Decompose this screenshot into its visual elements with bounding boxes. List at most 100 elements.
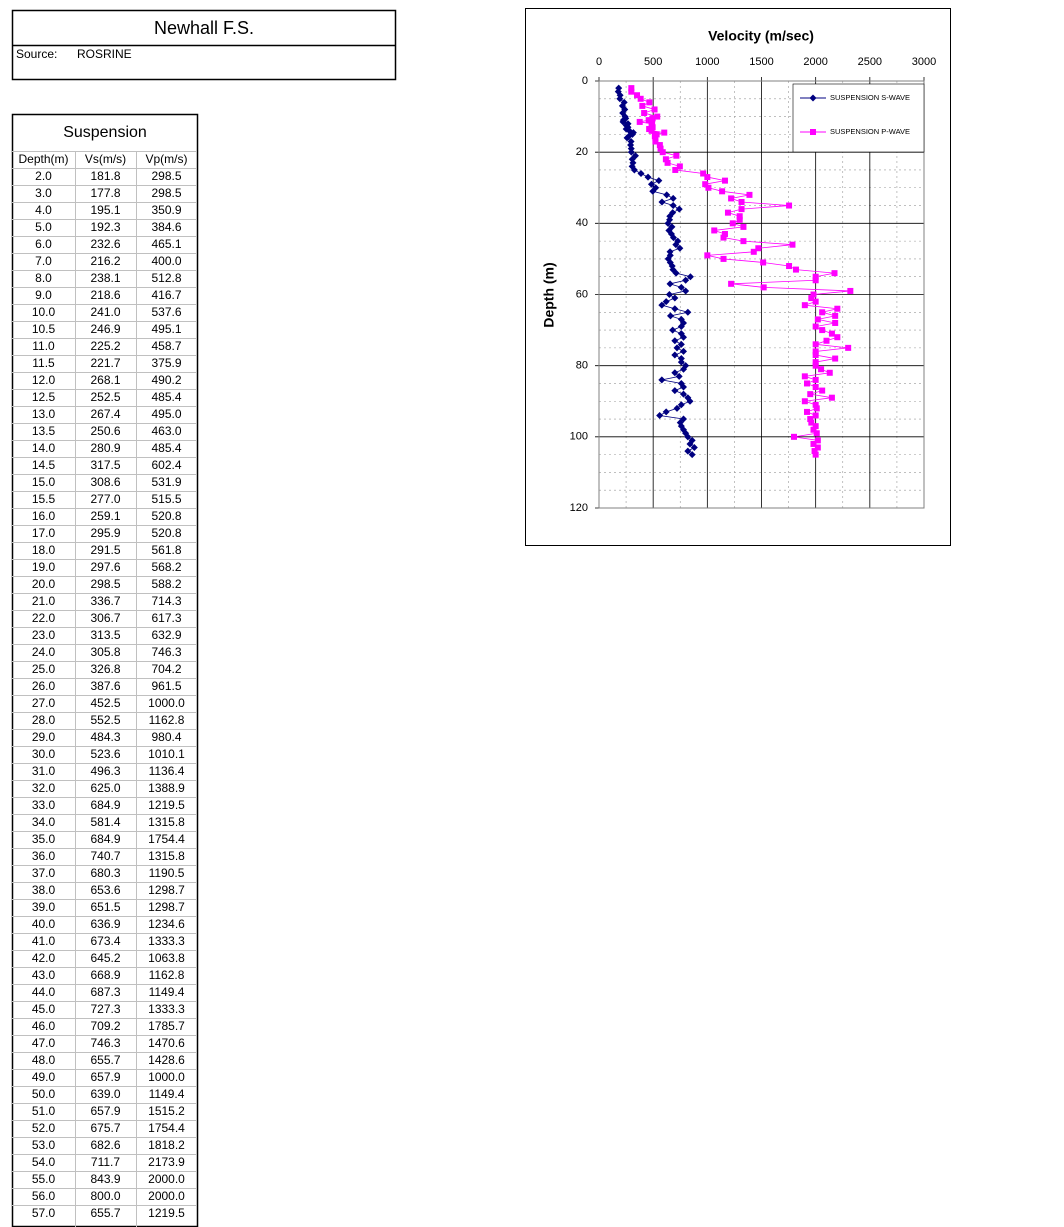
point (814, 437, 821, 444)
table-cell: 218.6 (90, 288, 120, 302)
table-cell: 1388.9 (148, 781, 185, 795)
table-cell: 2.0 (35, 169, 52, 183)
point (628, 85, 635, 92)
legend-marker (809, 94, 817, 102)
point (669, 194, 677, 202)
table-cell: 523.6 (90, 747, 120, 761)
point (671, 351, 679, 359)
point (736, 216, 743, 223)
table-cell: 673.4 (90, 934, 120, 948)
point (671, 294, 679, 302)
x-tick-label: 2000 (803, 56, 827, 68)
point (652, 138, 659, 145)
point (812, 401, 819, 408)
table-cell: 41.0 (32, 934, 56, 948)
table-cell: 298.5 (151, 169, 181, 183)
table-cell: 31.0 (32, 764, 56, 778)
point (705, 184, 712, 191)
table-cell: 13.0 (32, 407, 56, 421)
table-cell: 657.9 (90, 1104, 120, 1118)
table-cell: 465.1 (151, 237, 181, 251)
y-tick-label: 80 (576, 360, 588, 372)
table-cell: 259.1 (90, 509, 120, 523)
point (804, 408, 810, 415)
point (636, 118, 643, 125)
table-cell: 645.2 (90, 951, 120, 965)
table-cell: 12.0 (32, 373, 56, 387)
table-cell: 980.4 (151, 730, 181, 744)
table-cell: 40.0 (32, 917, 56, 931)
point (676, 163, 683, 170)
table-cell: 11.0 (32, 339, 55, 353)
point (639, 102, 646, 109)
table-cell: 709.2 (90, 1019, 120, 1033)
source-label: Source: (16, 47, 57, 61)
point (792, 266, 799, 273)
table-cell: 44.0 (32, 985, 56, 999)
table-cell: 653.6 (90, 883, 120, 897)
point (671, 369, 679, 377)
table-cell: 50.0 (32, 1087, 56, 1101)
point (654, 113, 661, 120)
table-cell: 5.0 (35, 220, 52, 234)
point (659, 149, 666, 156)
table-cell: 1000.0 (148, 1070, 185, 1084)
table-cell: 19.0 (32, 560, 56, 574)
point (677, 401, 685, 409)
y-tick-label: 120 (570, 502, 588, 514)
point (828, 330, 835, 337)
table-cell: 36.0 (32, 849, 56, 863)
point (818, 366, 825, 373)
table-cell: 241.0 (90, 305, 120, 319)
point (813, 405, 820, 412)
table-cell: 43.0 (32, 968, 56, 982)
table-cell: 6.0 (35, 237, 52, 251)
table-cell: 416.7 (151, 288, 181, 302)
table-cell: 1333.3 (148, 1002, 185, 1016)
table-cell: 636.9 (90, 917, 120, 931)
point (786, 263, 793, 270)
legend-marker (810, 129, 816, 135)
table-cell: 45.0 (32, 1002, 56, 1016)
point (746, 191, 753, 198)
point (740, 223, 747, 230)
point (801, 373, 808, 380)
table-cell: 7.0 (35, 254, 52, 268)
point (750, 248, 757, 255)
table-cell: 552.5 (90, 713, 120, 727)
table-cell: 195.1 (90, 203, 120, 217)
point (724, 209, 731, 216)
table-cell: 28.0 (32, 713, 56, 727)
point (721, 177, 728, 184)
table-cell: 305.8 (90, 645, 120, 659)
table-cell: 32.0 (32, 781, 56, 795)
point (684, 433, 692, 441)
table-cell: 13.5 (32, 424, 56, 438)
table-cell: 238.1 (90, 271, 120, 285)
y-tick-label: 0 (582, 75, 588, 87)
table-cell: 17.0 (32, 526, 56, 540)
table-cell: 298.5 (151, 186, 181, 200)
table-cell: 232.6 (90, 237, 120, 251)
point (672, 241, 680, 249)
table-cell: 1010.1 (148, 747, 185, 761)
table-cell: 252.5 (90, 390, 120, 404)
table-cell: 746.3 (151, 645, 181, 659)
point (814, 444, 821, 451)
point (812, 277, 819, 284)
point (655, 177, 663, 185)
point (738, 206, 745, 213)
table-cell: 10.0 (32, 305, 56, 319)
table-cell: 336.7 (90, 594, 120, 608)
table-cell: 12.5 (32, 390, 56, 404)
table-cell: 1315.8 (148, 849, 185, 863)
point (812, 348, 819, 355)
table-cell: 291.5 (90, 543, 120, 557)
table-title: Suspension (63, 124, 147, 141)
table-cell: 280.9 (90, 441, 120, 455)
table-cell: 53.0 (32, 1138, 56, 1152)
x-tick-label: 2500 (858, 56, 882, 68)
point (686, 273, 694, 281)
table-cell: 34.0 (32, 815, 56, 829)
